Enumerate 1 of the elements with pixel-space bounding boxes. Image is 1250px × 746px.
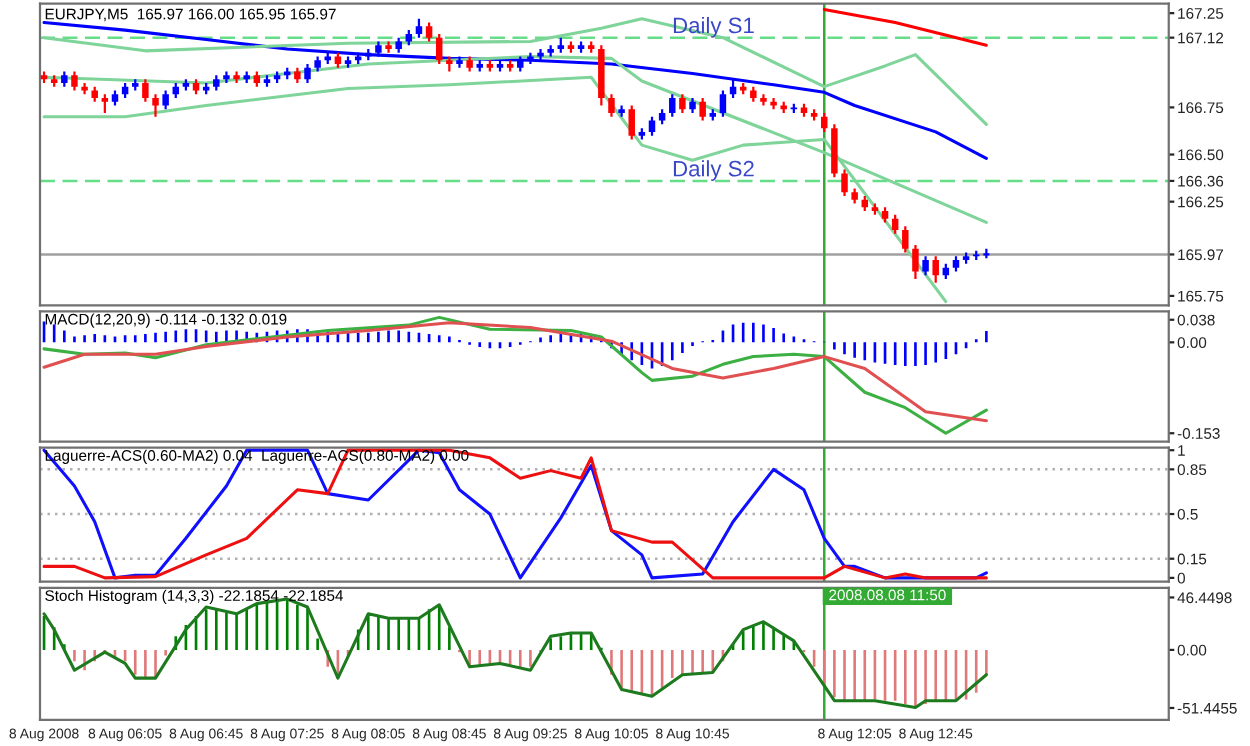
ref-line-label: Daily S2: [673, 160, 754, 181]
